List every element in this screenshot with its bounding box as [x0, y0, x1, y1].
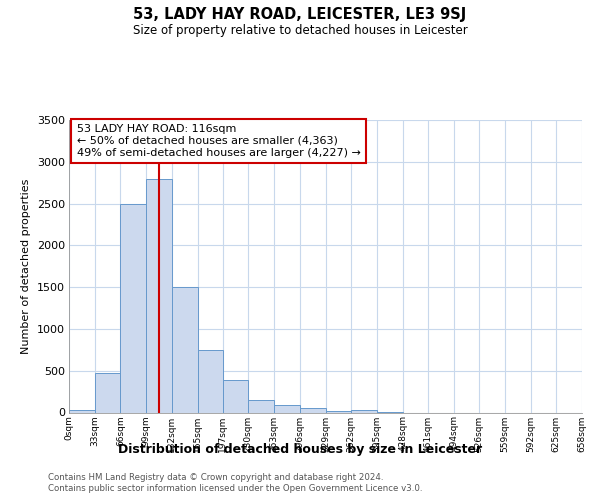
Bar [300, 408, 325, 412]
Y-axis label: Number of detached properties: Number of detached properties [21, 178, 31, 354]
Bar [223, 380, 248, 412]
Bar [197, 350, 223, 412]
Bar [95, 373, 121, 412]
Bar [351, 410, 377, 412]
Bar [248, 400, 274, 412]
Text: Contains public sector information licensed under the Open Government Licence v3: Contains public sector information licen… [48, 484, 422, 493]
Bar [121, 204, 146, 412]
Text: Size of property relative to detached houses in Leicester: Size of property relative to detached ho… [133, 24, 467, 37]
Bar [146, 178, 172, 412]
Text: 53 LADY HAY ROAD: 116sqm
← 50% of detached houses are smaller (4,363)
49% of sem: 53 LADY HAY ROAD: 116sqm ← 50% of detach… [77, 124, 361, 158]
Text: 53, LADY HAY ROAD, LEICESTER, LE3 9SJ: 53, LADY HAY ROAD, LEICESTER, LE3 9SJ [133, 8, 467, 22]
Text: Distribution of detached houses by size in Leicester: Distribution of detached houses by size … [118, 442, 482, 456]
Bar [69, 410, 95, 412]
Bar [274, 405, 300, 412]
Bar [325, 411, 351, 412]
Bar [172, 287, 197, 412]
Text: Contains HM Land Registry data © Crown copyright and database right 2024.: Contains HM Land Registry data © Crown c… [48, 472, 383, 482]
